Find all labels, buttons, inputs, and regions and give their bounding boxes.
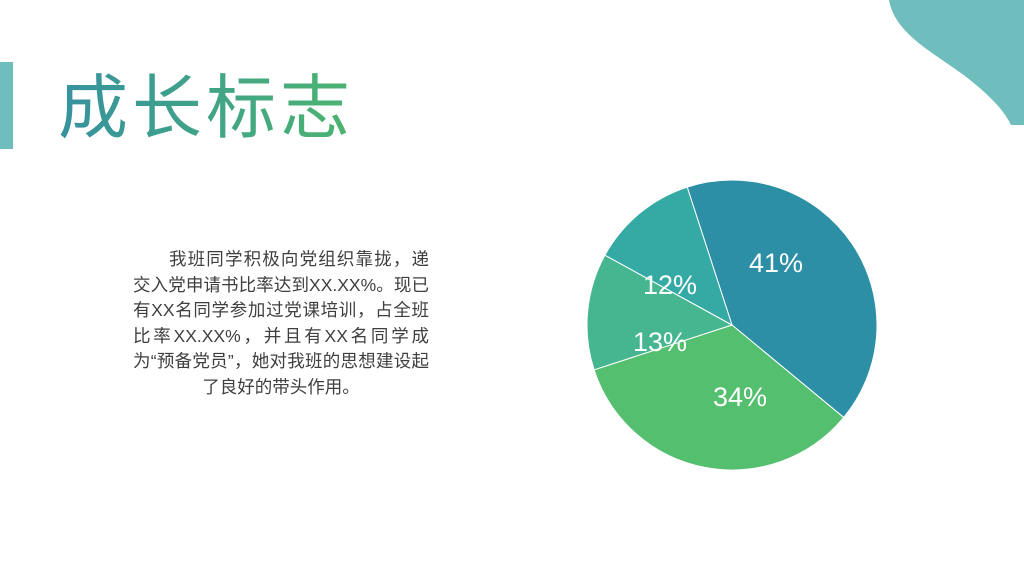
pie-slice[interactable] xyxy=(586,254,734,371)
corner-wave-icon xyxy=(889,0,1024,125)
pie-label-group: 41% 34% 13% 12% xyxy=(633,248,803,412)
pie-slice-label: 34% xyxy=(713,382,767,412)
body-paragraph: 我班同学积极向党组织靠拢，递交入党申请书比率达到XX.XX%。现已有XX名同学参… xyxy=(133,249,429,397)
pie-slice-label: 41% xyxy=(749,248,803,278)
pie-slice-label: 12% xyxy=(643,270,697,300)
corner-wave-shape xyxy=(889,0,1024,125)
page-title: 成长标志 xyxy=(58,69,354,147)
title-accent-bar xyxy=(0,62,13,149)
pie-slice-group xyxy=(586,179,878,471)
pie-slice[interactable] xyxy=(604,186,733,327)
pie-slice[interactable] xyxy=(593,324,845,471)
pie-slice-label: 13% xyxy=(633,327,687,357)
pie-chart-svg: 41% 34% 13% 12% xyxy=(586,179,878,471)
pie-chart: 41% 34% 13% 12% xyxy=(560,155,905,500)
pie-slice[interactable] xyxy=(686,179,878,419)
